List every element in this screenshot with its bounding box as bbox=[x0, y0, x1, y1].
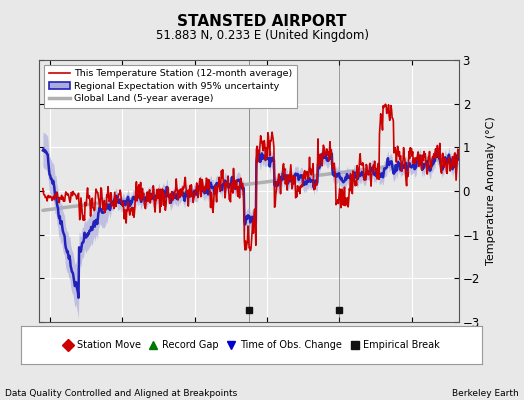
Text: STANSTED AIRPORT: STANSTED AIRPORT bbox=[177, 14, 347, 29]
Text: Berkeley Earth: Berkeley Earth bbox=[452, 389, 519, 398]
Text: Data Quality Controlled and Aligned at Breakpoints: Data Quality Controlled and Aligned at B… bbox=[5, 389, 237, 398]
Text: 51.883 N, 0.233 E (United Kingdom): 51.883 N, 0.233 E (United Kingdom) bbox=[156, 29, 368, 42]
Legend: This Temperature Station (12-month average), Regional Expectation with 95% uncer: This Temperature Station (12-month avera… bbox=[44, 65, 297, 108]
Y-axis label: Temperature Anomaly (°C): Temperature Anomaly (°C) bbox=[486, 117, 496, 265]
Legend: Station Move, Record Gap, Time of Obs. Change, Empirical Break: Station Move, Record Gap, Time of Obs. C… bbox=[60, 337, 443, 353]
